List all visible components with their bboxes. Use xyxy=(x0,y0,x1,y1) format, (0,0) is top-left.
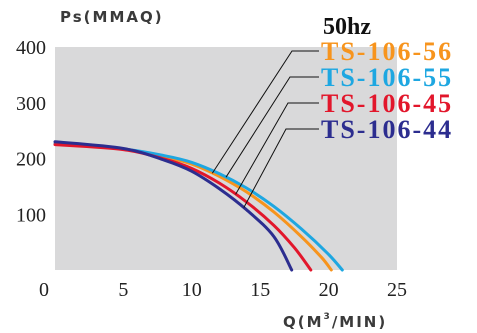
y-tick-label: 400 xyxy=(16,37,46,59)
x-axis-title-superscript: 3 xyxy=(324,312,332,322)
legend-leader-lines xyxy=(211,50,319,208)
chart-title: 50hz xyxy=(323,14,371,40)
leader-line xyxy=(211,50,319,174)
x-tick-label: 25 xyxy=(387,279,407,301)
performance-curves xyxy=(53,140,344,272)
plot-area xyxy=(55,47,397,270)
x-axis-title-main: Q(M xyxy=(283,313,324,331)
legend-entry-ts-106-44: TS-106-44 xyxy=(321,115,453,144)
y-tick-label: 100 xyxy=(16,204,46,226)
y-tick-label: 200 xyxy=(16,149,46,171)
legend-entry-ts-106-56: TS-106-56 xyxy=(321,37,453,66)
y-axis-ticks: 100 200 300 400 xyxy=(16,37,46,226)
x-tick-label: 20 xyxy=(319,279,339,301)
x-tick-label: 5 xyxy=(118,279,128,301)
x-tick-label: 15 xyxy=(250,279,270,301)
x-tick-label: 10 xyxy=(182,279,202,301)
x-axis-title-tail: /MIN) xyxy=(332,313,387,331)
x-tick-label: 0 xyxy=(39,279,49,301)
legend-entry-ts-106-55: TS-106-55 xyxy=(321,63,453,92)
leader-line xyxy=(235,102,319,195)
x-axis-ticks: 0 5 10 15 20 25 xyxy=(39,279,407,301)
leader-line xyxy=(243,128,319,208)
y-axis-title: Ps(MMAQ) xyxy=(60,8,164,26)
x-axis-title: Q(M3/MIN) xyxy=(283,312,387,331)
leader-line xyxy=(225,76,319,178)
legend-entry-ts-106-45: TS-106-45 xyxy=(321,89,453,118)
y-tick-label: 300 xyxy=(16,93,46,115)
curve-ts-106-44 xyxy=(53,140,294,272)
